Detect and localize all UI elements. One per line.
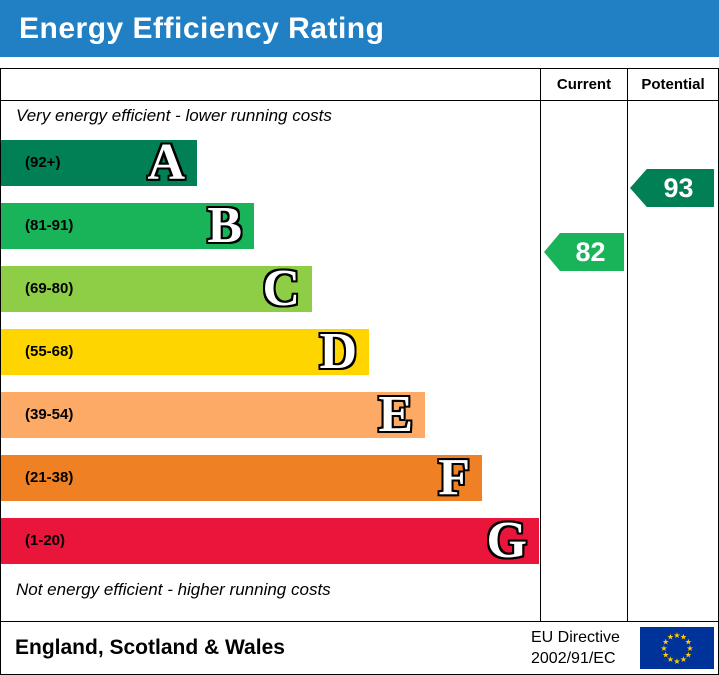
eu-flag-icon: ★ ★ ★ ★ ★ ★ ★ ★ ★ ★ ★ ★ xyxy=(640,627,714,669)
eu-directive-line2: 2002/91/EC xyxy=(531,650,616,667)
svg-text:★: ★ xyxy=(673,631,680,640)
eu-directive-line1: EU Directive xyxy=(531,629,620,646)
band-letter: D xyxy=(319,323,357,380)
footer-divider xyxy=(1,621,718,622)
region-label: England, Scotland & Wales xyxy=(15,636,285,659)
band-letter: B xyxy=(207,197,242,254)
band-bar-f: (21-38) F xyxy=(1,449,482,506)
rating-chart: Current Potential Very energy efficient … xyxy=(0,68,719,675)
current-rating-value: 82 xyxy=(575,236,606,267)
band-range-label: (81-91) xyxy=(25,217,74,234)
svg-text:★: ★ xyxy=(673,657,680,666)
potential-column-header: Potential xyxy=(641,76,705,93)
eu-flag-field xyxy=(640,627,714,669)
band-letter: A xyxy=(147,134,185,191)
band-bar-g: (1-20) G xyxy=(1,512,539,569)
band-letter: G xyxy=(486,512,527,569)
svg-text:★: ★ xyxy=(680,633,687,642)
band-range-label: (1-20) xyxy=(25,532,66,549)
svg-text:★: ★ xyxy=(662,650,669,659)
current-column-header: Current xyxy=(556,76,612,93)
potential-column-divider xyxy=(627,69,628,621)
current-column-divider xyxy=(540,69,541,621)
band-letter: F xyxy=(438,449,470,506)
svg-text:★: ★ xyxy=(662,637,669,646)
svg-text:★: ★ xyxy=(680,655,687,664)
band-range-label: (55-68) xyxy=(25,343,74,360)
current-arrow: 82 xyxy=(544,233,624,271)
title-banner: Energy Efficiency Rating xyxy=(0,0,719,57)
band-range-label: (92+) xyxy=(25,154,61,171)
svg-text:★: ★ xyxy=(667,655,674,664)
band-bar-c: (69-80) C xyxy=(1,260,312,317)
band-bar-a: (92+) A xyxy=(1,134,197,191)
svg-text:★: ★ xyxy=(685,650,692,659)
header-divider xyxy=(1,100,718,101)
band-range-label: (21-38) xyxy=(25,469,74,486)
band-range-label: (69-80) xyxy=(25,280,74,297)
top-note: Very energy efficient - lower running co… xyxy=(16,106,332,125)
potential-arrow: 93 xyxy=(630,169,714,207)
band-bar-d: (55-68) D xyxy=(1,323,369,380)
band-letter: C xyxy=(262,260,300,317)
potential-rating-value: 93 xyxy=(663,172,694,203)
svg-text:★: ★ xyxy=(686,644,693,653)
band-bar-b: (81-91) B xyxy=(1,197,254,254)
band-range-label: (39-54) xyxy=(25,406,74,423)
svg-text:★: ★ xyxy=(685,637,692,646)
band-letter: E xyxy=(378,386,413,443)
svg-text:★: ★ xyxy=(660,644,667,653)
svg-text:★: ★ xyxy=(667,633,674,642)
bottom-note: Not energy efficient - higher running co… xyxy=(16,580,331,599)
page-title: Energy Efficiency Rating xyxy=(19,11,385,45)
band-bar-e: (39-54) E xyxy=(1,386,425,443)
eu-flag-stars: ★ ★ ★ ★ ★ ★ ★ ★ ★ ★ ★ ★ xyxy=(660,631,693,666)
eu-directive-label: EU Directive 2002/91/EC xyxy=(531,627,620,669)
chart-footer: England, Scotland & Wales EU Directive 2… xyxy=(1,622,718,674)
